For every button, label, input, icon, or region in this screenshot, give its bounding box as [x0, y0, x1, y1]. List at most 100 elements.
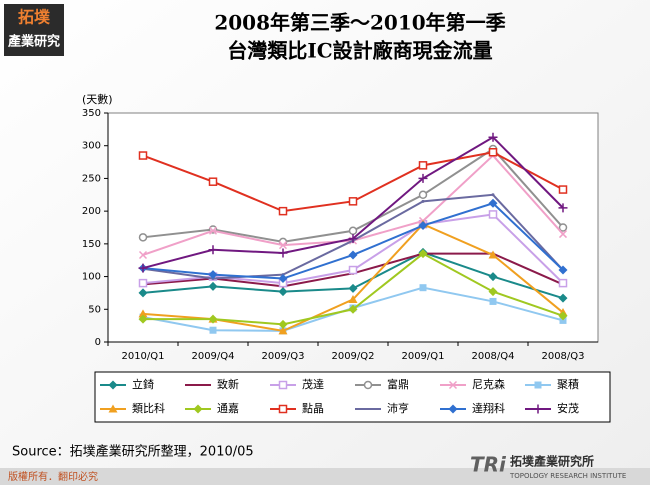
data-point — [558, 278, 568, 288]
y-axis-label: (天數) — [82, 93, 113, 106]
data-point — [278, 248, 288, 258]
y-tick-label: 0 — [95, 337, 101, 348]
data-point — [488, 132, 498, 142]
data-point — [208, 226, 218, 235]
legend-marker — [448, 404, 458, 414]
legend-marker — [278, 404, 288, 414]
legend-label: 聚積 — [557, 377, 579, 391]
brand: 拓墣產業研究所 — [510, 454, 594, 469]
legend-marker — [363, 380, 373, 390]
legend-label: 致新 — [217, 377, 239, 391]
legend-label: 沛亨 — [387, 401, 409, 415]
data-point — [278, 206, 288, 216]
data-point — [278, 326, 288, 335]
brand-mark: TRi — [470, 453, 507, 477]
legend-label: 富鼎 — [387, 377, 409, 391]
data-point — [418, 161, 428, 170]
legend-marker — [108, 404, 118, 413]
x-tick-label: 2008/Q4 — [471, 351, 514, 362]
data-point — [418, 173, 428, 183]
data-point — [348, 250, 358, 260]
data-point — [208, 270, 218, 280]
legend-marker — [533, 404, 543, 414]
chart-title: 2008年第三季～2010年第一季 — [214, 11, 505, 35]
data-point — [348, 294, 358, 303]
y-tick-label: 50 — [88, 304, 101, 315]
data-point — [419, 284, 427, 292]
legend-label: 通嘉 — [217, 401, 239, 415]
x-tick-label: 2010/Q1 — [121, 351, 164, 362]
data-point — [138, 278, 148, 288]
x-tick-label: 2009/Q4 — [191, 351, 234, 362]
data-point — [348, 265, 358, 275]
data-point — [489, 297, 497, 305]
data-point — [208, 245, 218, 255]
brand-en: TOPOLOGY RESEARCH INSTITUTE — [509, 472, 626, 480]
data-point — [558, 223, 568, 232]
legend-marker — [193, 404, 203, 414]
data-point — [138, 314, 148, 324]
data-point — [348, 304, 358, 314]
data-point — [488, 210, 498, 219]
data-point — [138, 151, 148, 160]
y-tick-label: 350 — [82, 108, 101, 119]
y-tick-label: 200 — [82, 206, 101, 217]
x-tick-label: 2009/Q3 — [261, 351, 304, 362]
data-point — [491, 193, 495, 197]
data-point — [558, 293, 568, 303]
data-point — [138, 250, 148, 260]
y-tick-label: 300 — [82, 141, 101, 152]
y-tick-label: 250 — [82, 173, 101, 184]
data-point — [418, 221, 428, 231]
y-tick-label: 100 — [82, 272, 101, 283]
data-point — [559, 316, 567, 324]
logo-text: 產業研究 — [7, 34, 60, 50]
legend-marker — [448, 380, 458, 390]
data-point — [278, 274, 288, 284]
data-point — [208, 177, 218, 186]
x-tick-label: 2009/Q1 — [401, 351, 444, 362]
data-point — [558, 265, 568, 275]
data-point — [348, 197, 358, 206]
legend-label: 類比科 — [132, 401, 165, 415]
data-point — [138, 288, 148, 298]
data-point — [488, 272, 498, 282]
data-point — [488, 287, 498, 297]
data-point — [558, 203, 568, 213]
data-point — [208, 281, 218, 291]
x-tick-label: 2008/Q3 — [541, 351, 584, 362]
data-point — [558, 311, 568, 321]
data-point — [348, 234, 358, 244]
chart-subtitle: 台灣類比IC設計廠商現金流量 — [227, 39, 492, 63]
data-point — [138, 309, 148, 318]
legend-marker — [108, 380, 118, 390]
data-point — [488, 198, 498, 208]
footer-bar — [0, 468, 650, 485]
data-point — [348, 283, 358, 293]
data-point — [488, 250, 498, 259]
data-point — [278, 319, 288, 329]
data-point — [418, 190, 428, 200]
data-point — [278, 287, 288, 297]
legend-label: 達翔科 — [472, 401, 505, 415]
legend-label: 立錡 — [132, 377, 154, 391]
data-point — [348, 226, 358, 236]
source: Source：拓墣產業研究所整理，2010/05 — [12, 444, 254, 460]
data-point — [278, 241, 288, 250]
data-point — [558, 230, 568, 239]
legend-label: 尼克森 — [472, 377, 505, 391]
legend-marker — [278, 380, 288, 390]
data-point — [418, 249, 428, 259]
legend-label: 安茂 — [557, 401, 579, 415]
legend-label: 茂達 — [302, 377, 324, 391]
data-point — [208, 314, 218, 324]
data-point — [558, 185, 568, 194]
legend-box — [94, 371, 611, 423]
data-point — [138, 263, 148, 273]
logo-box — [4, 4, 64, 56]
x-tick-label: 2009/Q2 — [331, 351, 374, 362]
data-point — [421, 199, 425, 203]
legend-marker — [534, 381, 542, 389]
y-tick-label: 150 — [82, 239, 101, 250]
